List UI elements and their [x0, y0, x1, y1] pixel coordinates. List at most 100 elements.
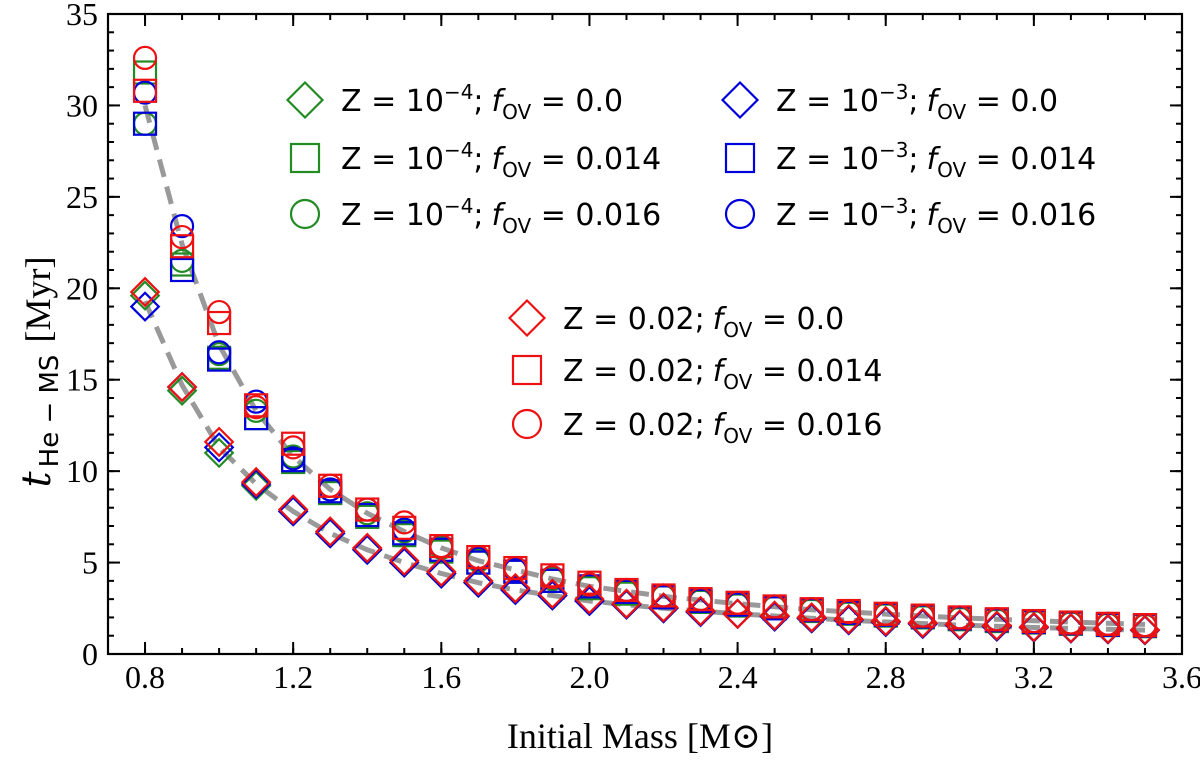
legend-fval: = 0.016 [531, 198, 661, 233]
data-point [611, 588, 642, 620]
legend: Z = 10−4; fOV = 0.0Z = 10−4; fOV = 0.014Z … [285, 80, 1096, 448]
data-point [244, 395, 269, 420]
data-point [463, 565, 494, 597]
data-point [944, 609, 976, 640]
data-point [169, 257, 195, 283]
legend-z: Z = 10 [776, 84, 879, 119]
data-point [392, 510, 417, 535]
data-point [799, 597, 824, 622]
data-point [388, 545, 420, 577]
data-point [392, 515, 417, 540]
data-point [314, 518, 346, 549]
ticks: 0.8 1.2 1.6 2.0 2.4 2.8 3.2 3.6 0 5 10 15 20 25 30 35 [66, 0, 1200, 695]
legend-z: Z = 10 [341, 84, 444, 119]
data-point [129, 276, 161, 308]
data-point [1055, 612, 1087, 644]
data-point [500, 572, 531, 604]
legend-label: Z = 0.02; fOV = 0.014 [563, 354, 882, 394]
legend-fsub: OV [723, 318, 752, 342]
data-point [796, 602, 827, 633]
data-point [1021, 608, 1046, 634]
series-8 [132, 45, 1158, 638]
legend-zsuffix: ; [695, 302, 705, 337]
legend-marker [285, 80, 325, 120]
y-tick-label: 5 [82, 545, 98, 581]
legend-label: Z = 0.02; fOV = 0.016 [563, 408, 882, 448]
data-point [1129, 614, 1161, 646]
fit-no-overshoot [142, 300, 1146, 633]
legend-marker [724, 198, 756, 230]
legend-z: Z = 0.02 [563, 302, 695, 337]
data-point [207, 299, 232, 325]
svg-text:t He − MS [Myr]: t He − MS [Myr] [14, 257, 65, 488]
data-point [537, 578, 568, 609]
data-point [240, 468, 272, 500]
legend-zsuffix: ; [473, 84, 483, 119]
legend-label: Z = 10−4; fOV = 0.016 [341, 194, 661, 238]
legend-zexp: −3 [879, 80, 908, 104]
data-point [466, 544, 491, 570]
legend-fval: = 0.0 [966, 84, 1058, 119]
legend-fval: = 0.014 [752, 354, 882, 389]
legend-z: Z = 10 [776, 142, 879, 177]
legend-zsuffix: ; [908, 142, 918, 177]
legend-marker [511, 354, 543, 386]
data-point [244, 406, 269, 431]
data-point [429, 534, 454, 559]
legend-entry: Z = 10−4; fOV = 0.016 [289, 194, 661, 238]
legend-zexp: −4 [444, 194, 473, 218]
legend-fsub: OV [723, 424, 752, 448]
legend-fsub: OV [937, 158, 966, 182]
data-point [132, 111, 158, 136]
legend-zsuffix: ; [473, 198, 483, 233]
y-axis-title-subscript: He − MS [35, 355, 65, 468]
legend-entry: Z = 10−3; fOV = 0.0 [720, 80, 1058, 124]
data-point [277, 494, 309, 525]
data-point [947, 605, 972, 630]
legend-zsuffix: ; [908, 84, 918, 119]
data-points [129, 45, 1161, 646]
legend-fsub: OV [502, 158, 531, 182]
data-point [169, 214, 195, 239]
data-point [355, 497, 380, 522]
legend-z: Z = 0.02 [563, 408, 695, 443]
data-point [984, 607, 1009, 632]
x-tick-label: 1.6 [421, 659, 461, 695]
x-tick-label: 2.4 [718, 659, 758, 695]
y-tick-label: 25 [66, 179, 98, 215]
legend-label: Z = 10−3; fOV = 0.016 [776, 194, 1096, 238]
data-point [351, 532, 383, 564]
data-point [166, 371, 198, 403]
data-point [725, 590, 750, 615]
data-point [132, 78, 158, 103]
data-point [207, 310, 232, 336]
legend-marker [289, 198, 321, 230]
data-point [1058, 610, 1083, 635]
data-point [277, 496, 309, 527]
data-point [577, 572, 602, 597]
legend-fval: = 0.0 [531, 84, 623, 119]
y-tick-label: 30 [66, 87, 98, 123]
data-point [207, 340, 232, 365]
data-point [1018, 611, 1050, 643]
legend-label: Z = 0.02; fOV = 0.0 [563, 302, 844, 342]
x-tick-label: 1.2 [273, 659, 313, 695]
data-point [1132, 613, 1158, 638]
legend-entry: Z = 10−4; fOV = 0.014 [289, 138, 661, 182]
data-point [132, 111, 158, 136]
legend-fval: = 0.016 [752, 408, 882, 443]
data-point [836, 599, 861, 625]
legend-zexp: −4 [444, 80, 473, 104]
legend-fval: = 0.0 [752, 302, 844, 337]
data-point [1095, 611, 1121, 636]
legend-marker [720, 80, 760, 120]
data-point [910, 603, 935, 628]
legend-fval: = 0.016 [966, 198, 1096, 233]
data-point [129, 280, 161, 311]
legend-label: Z = 10−3; fOV = 0.0 [776, 80, 1058, 124]
data-point [503, 555, 528, 581]
y-axis-title-unit: [Myr] [18, 257, 58, 343]
legend-entry: Z = 0.02; fOV = 0.0 [507, 298, 844, 342]
x-tick-label: 0.8 [125, 659, 165, 695]
